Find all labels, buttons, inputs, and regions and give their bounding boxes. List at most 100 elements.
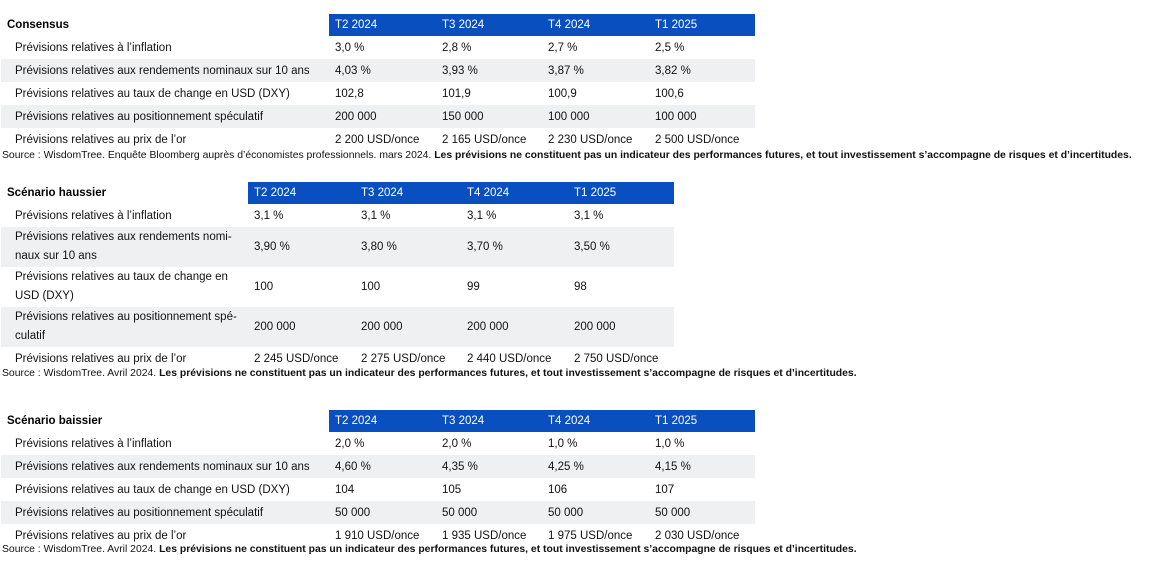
table-cell: 2,0 % [442, 437, 472, 450]
table-cell: 99 [467, 281, 480, 293]
table-cell: 3,1 % [254, 209, 284, 222]
source-text: Source : WisdomTree. Avril 2024. [2, 544, 160, 555]
table-row: Prévisions relatives au taux de change e… [1, 82, 755, 105]
table-row: Prévisions relatives à l’inflation 3,1 %… [1, 204, 674, 227]
table-row: Prévisions relatives aux rendements nomi… [1, 455, 755, 478]
row-label: Prévisions relatives aux rendements nomi… [1, 455, 329, 478]
table-cell: 1,0 % [548, 437, 578, 450]
table-cell: 2 750 USD/once [574, 352, 659, 365]
table-cell: 105 [442, 483, 462, 496]
column-header: T4 2024 [542, 14, 649, 36]
table-cell: 200 000 [568, 307, 674, 347]
row-label: Prévisions relatives aux rendements nomi… [1, 59, 329, 82]
table-cell: 98 [574, 281, 587, 293]
table-header-row: Scénario baissier T2 2024 T3 2024 T4 202… [1, 410, 755, 432]
table-cell: 1 910 USD/once [335, 529, 420, 542]
table-cell: 3,1 % [467, 209, 497, 222]
column-header: T1 2025 [649, 410, 755, 432]
column-header: T2 2024 [329, 410, 436, 432]
table-cell: 100,6 [655, 87, 684, 100]
disclaimer-text: Les prévisions ne constituent pas un ind… [434, 150, 1132, 161]
table-row: Prévisions relatives au taux de change e… [1, 478, 755, 501]
row-label: Prévisions relatives aux rendements nomi… [1, 227, 248, 267]
column-header: T1 2025 [568, 182, 674, 204]
table-cell: 2,8 % [442, 41, 472, 54]
bull-scenario-table: Scénario haussier T2 2024 T3 2024 T4 202… [1, 182, 674, 370]
table-cell: 2 165 USD/once [442, 133, 527, 146]
table-cell: 4,25 % [542, 455, 649, 478]
table-row: Prévisions relatives aux rendements nomi… [1, 227, 674, 267]
table-cell: 2 275 USD/once [361, 352, 446, 365]
table-cell: 1 935 USD/once [442, 529, 527, 542]
column-header: T4 2024 [542, 410, 649, 432]
table-row: Prévisions relatives au positionnement s… [1, 501, 755, 524]
table-cell: 2,7 % [548, 41, 578, 54]
table-cell: 3,87 % [542, 59, 649, 82]
table-cell: 3,1 % [361, 209, 391, 222]
table-cell: 2 500 USD/once [655, 133, 740, 146]
table-title: Scénario haussier [1, 182, 248, 204]
table-cell: 2,0 % [335, 437, 365, 450]
table-cell: 1,0 % [655, 437, 685, 450]
table-cell: 2 245 USD/once [254, 352, 339, 365]
table-cell: 101,9 [442, 87, 471, 100]
table-row: Prévisions relatives au taux de change e… [1, 267, 674, 307]
table-cell: 107 [655, 483, 675, 496]
table-cell: 1 975 USD/once [548, 529, 633, 542]
row-label: Prévisions relatives au prix de l’or [15, 352, 187, 365]
table-cell: 100 [361, 281, 381, 293]
table-cell: 2 230 USD/once [548, 133, 633, 146]
source-note: Source : WisdomTree. Avril 2024. Les pré… [2, 544, 857, 555]
row-label: Prévisions relatives au positionnement s… [1, 105, 329, 128]
table-cell: 104 [335, 483, 355, 496]
column-header: T1 2025 [649, 14, 755, 36]
table-cell: 3,50 % [568, 227, 674, 267]
column-header: T4 2024 [461, 182, 568, 204]
disclaimer-text: Les prévisions ne constituent pas un ind… [159, 368, 857, 379]
table-title: Scénario baissier [1, 410, 329, 432]
row-label: Prévisions relatives à l’inflation [15, 41, 172, 54]
table-cell: 3,90 % [248, 227, 355, 267]
table-row: Prévisions relatives au prix de l’or 1 9… [1, 524, 755, 547]
source-text: Source : WisdomTree. Avril 2024. [2, 368, 160, 379]
table-cell: 3,0 % [335, 41, 365, 54]
consensus-table: Consensus T2 2024 T3 2024 T4 2024 T1 202… [1, 14, 755, 151]
source-note: Source : WisdomTree. Enquête Bloomberg a… [2, 150, 1132, 161]
table-row: Prévisions relatives à l’inflation 2,0 %… [1, 432, 755, 455]
table-cell: 2,5 % [655, 41, 685, 54]
disclaimer-text: Les prévisions ne constituent pas un ind… [159, 544, 857, 555]
row-label: Prévisions relatives à l’inflation [15, 437, 172, 450]
table-cell: 100 000 [649, 105, 755, 128]
table-cell: 200 000 [461, 307, 568, 347]
table-row: Prévisions relatives au prix de l’or 2 2… [1, 128, 755, 151]
table-row: Prévisions relatives au positionnement s… [1, 105, 755, 128]
table-cell: 102,8 [335, 87, 364, 100]
table-cell: 2 200 USD/once [335, 133, 420, 146]
table-cell: 4,15 % [649, 455, 755, 478]
source-text: Source : WisdomTree. Enquête Bloomberg a… [2, 150, 435, 161]
row-label: Prévisions relatives au prix de l’or [15, 133, 187, 146]
table-row: Prévisions relatives à l’inflation 3,0 %… [1, 36, 755, 59]
table-cell: 2 440 USD/once [467, 352, 552, 365]
row-label: Prévisions relatives au taux de change e… [15, 483, 290, 496]
row-label: Prévisions relatives au positionnement s… [1, 307, 248, 347]
table-cell: 3,93 % [436, 59, 542, 82]
row-label: Prévisions relatives à l’inflation [15, 209, 172, 222]
table-cell: 200 000 [329, 105, 436, 128]
table-cell: 50 000 [649, 501, 755, 524]
table-title: Consensus [1, 14, 329, 36]
column-header: T2 2024 [248, 182, 355, 204]
table-cell: 3,80 % [355, 227, 461, 267]
table-cell: 100 000 [542, 105, 649, 128]
table-cell: 100 [254, 281, 274, 293]
table-cell: 200 000 [248, 307, 355, 347]
table-cell: 3,82 % [649, 59, 755, 82]
table-row: Prévisions relatives au prix de l’or 2 2… [1, 347, 674, 370]
row-label: Prévisions relatives au positionnement s… [1, 501, 329, 524]
table-cell: 200 000 [355, 307, 461, 347]
column-header: T3 2024 [436, 410, 542, 432]
table-row: Prévisions relatives aux rendements nomi… [1, 59, 755, 82]
table-cell: 150 000 [436, 105, 542, 128]
table-cell: 4,03 % [329, 59, 436, 82]
row-label: Prévisions relatives au prix de l’or [15, 529, 187, 542]
